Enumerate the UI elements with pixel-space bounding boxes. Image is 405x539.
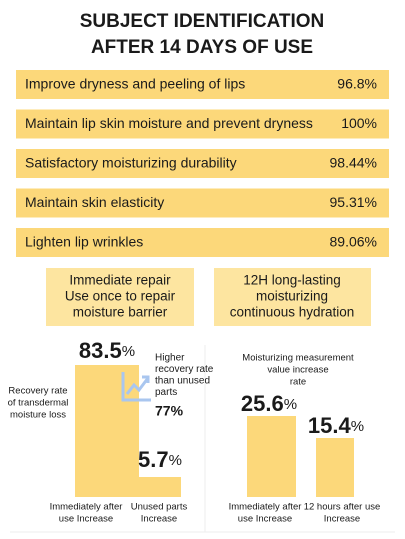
result-value: 96.8% xyxy=(337,76,377,92)
bar xyxy=(137,477,181,497)
result-label: Maintain skin elasticity xyxy=(25,194,164,210)
bar xyxy=(247,416,296,497)
panel-text: 12H long-lasting xyxy=(243,273,341,288)
value-unit: % xyxy=(122,343,135,360)
panel xyxy=(46,268,194,326)
result-value: 100% xyxy=(341,115,377,131)
title: SUBJECT IDENTIFICATION xyxy=(80,11,325,32)
note: than unused xyxy=(155,376,210,387)
bar-label: 12 hours after use xyxy=(304,502,381,513)
note: recovery rate xyxy=(155,364,214,375)
panel-text: Immediate repair xyxy=(69,273,171,288)
result-label: Maintain lip skin moisture and prevent d… xyxy=(25,115,313,131)
panel-text: continuous hydration xyxy=(230,305,355,320)
value-label: 83.5% xyxy=(79,338,135,363)
value-unit: % xyxy=(351,418,364,435)
result-label: Lighten lip wrinkles xyxy=(25,234,143,250)
note: Higher xyxy=(155,353,185,364)
value-number: 83.5 xyxy=(79,338,122,363)
panel-text: moisturizing xyxy=(256,289,328,304)
chart-title: value increase xyxy=(267,365,328,376)
bar-label: Increase xyxy=(324,514,360,525)
result-row xyxy=(16,228,389,257)
value-label: 25.6% xyxy=(241,391,297,416)
result-value: 95.31% xyxy=(330,194,377,210)
result-value: 89.06% xyxy=(330,234,377,250)
result-value: 98.44% xyxy=(330,155,377,171)
result-row xyxy=(16,188,389,218)
bar xyxy=(316,438,354,497)
chart-title: Moisturizing measurement xyxy=(242,353,354,364)
axis-label: moisture loss xyxy=(10,410,66,421)
bar-label: use Increase xyxy=(238,514,292,525)
axis-label: Recovery rate xyxy=(8,386,67,397)
panel xyxy=(214,268,371,326)
result-row xyxy=(16,70,389,99)
bar-label: Unused parts xyxy=(131,502,188,513)
value-label: 5.7% xyxy=(138,447,182,472)
result-row xyxy=(16,149,389,178)
bar xyxy=(75,365,139,497)
value-number: 25.6 xyxy=(241,391,284,416)
result-row xyxy=(16,109,389,139)
bar-label: Increase xyxy=(141,514,177,525)
bar-label: use Increase xyxy=(59,514,113,525)
panel-text: Use once to repair xyxy=(65,289,176,304)
note: parts xyxy=(155,387,177,398)
bar-label: Immediately after xyxy=(229,502,302,513)
trend-icon xyxy=(121,372,151,402)
value-unit: % xyxy=(284,396,297,413)
title: AFTER 14 DAYS OF USE xyxy=(91,37,313,58)
note-value: 77% xyxy=(155,403,184,419)
result-label: Satisfactory moisturizing durability xyxy=(25,155,237,171)
bar-label: Immediately after xyxy=(50,502,123,513)
chart-title: rate xyxy=(290,377,306,388)
value-number: 5.7 xyxy=(138,447,169,472)
axis-label: of transdermal xyxy=(8,398,69,409)
result-label: Improve dryness and peeling of lips xyxy=(25,76,245,92)
panel-text: moisture barrier xyxy=(73,305,168,320)
value-label: 15.4% xyxy=(308,413,364,438)
value-number: 15.4 xyxy=(308,413,352,438)
value-unit: % xyxy=(169,452,182,469)
